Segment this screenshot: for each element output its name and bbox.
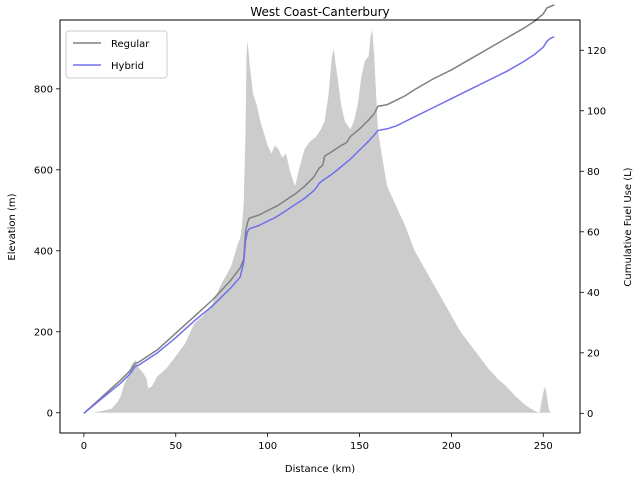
x-tick-label: 100: [258, 441, 277, 452]
x-axis-label: Distance (km): [285, 464, 355, 475]
left-y-axis-ticks: 0 200 400 600 800: [34, 84, 60, 419]
right-y-tick-label: 40: [587, 288, 600, 299]
legend-label-regular: Regular: [111, 39, 150, 50]
right-y-tick-label: 60: [587, 227, 600, 238]
x-tick-label: 200: [442, 441, 461, 452]
left-y-tick-label: 600: [34, 165, 53, 176]
left-y-tick-label: 0: [47, 408, 53, 419]
series-line-regular: [83, 4, 555, 414]
x-tick-label: 50: [169, 441, 182, 452]
plot-frame: [59, 19, 581, 434]
x-tick-label: 150: [350, 441, 369, 452]
elevation-area-layer: [83, 30, 553, 413]
left-y-tick-label: 200: [34, 327, 53, 338]
right-y-axis-ticks: 0 20 40 60 80 100 120: [580, 46, 606, 420]
right-y-tick-label: 0: [587, 409, 593, 420]
right-y-tick-label: 100: [587, 106, 606, 117]
legend-label-hybrid: Hybrid: [111, 61, 144, 72]
series-line-hybrid: [83, 35, 555, 414]
right-y-tick-label: 120: [587, 46, 606, 57]
right-y-axis-label: Cumulative Fuel Use (L): [623, 167, 634, 286]
elevation-area: [83, 30, 553, 413]
left-y-axis-label: Elevation (m): [7, 193, 18, 260]
right-y-tick-label: 20: [587, 348, 600, 359]
x-tick-label: 0: [81, 441, 87, 452]
x-axis-ticks: 0 50 100 150 200 250: [81, 433, 553, 452]
chart-title: West Coast-Canterbury: [250, 5, 389, 19]
x-tick-label: 250: [534, 441, 553, 452]
left-y-tick-label: 800: [34, 84, 53, 95]
fuel-lines-layer: [83, 4, 555, 414]
right-y-tick-label: 80: [587, 167, 600, 178]
left-y-tick-label: 400: [34, 246, 53, 257]
legend: Regular Hybrid: [65, 30, 168, 79]
